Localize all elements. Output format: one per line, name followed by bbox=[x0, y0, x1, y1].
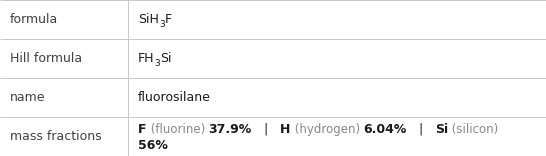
Text: H: H bbox=[280, 123, 290, 136]
Text: 3: 3 bbox=[155, 59, 161, 68]
Text: F: F bbox=[165, 13, 172, 26]
Text: Si: Si bbox=[161, 52, 172, 65]
Text: 56%: 56% bbox=[138, 139, 168, 152]
Text: (hydrogen): (hydrogen) bbox=[290, 123, 364, 136]
Text: Hill formula: Hill formula bbox=[10, 52, 82, 65]
Text: 3: 3 bbox=[159, 20, 165, 29]
Text: |: | bbox=[252, 123, 280, 136]
Text: |: | bbox=[407, 123, 435, 136]
Text: 6.04%: 6.04% bbox=[364, 123, 407, 136]
Text: name: name bbox=[10, 91, 45, 104]
Text: SiH: SiH bbox=[138, 13, 159, 26]
Text: FH: FH bbox=[138, 52, 155, 65]
Text: formula: formula bbox=[10, 13, 58, 26]
Text: (fluorine): (fluorine) bbox=[147, 123, 209, 136]
Text: F: F bbox=[138, 123, 147, 136]
Text: fluorosilane: fluorosilane bbox=[138, 91, 211, 104]
Text: (silicon): (silicon) bbox=[448, 123, 498, 136]
Text: Si: Si bbox=[435, 123, 448, 136]
Text: mass fractions: mass fractions bbox=[10, 130, 102, 143]
Text: 37.9%: 37.9% bbox=[209, 123, 252, 136]
